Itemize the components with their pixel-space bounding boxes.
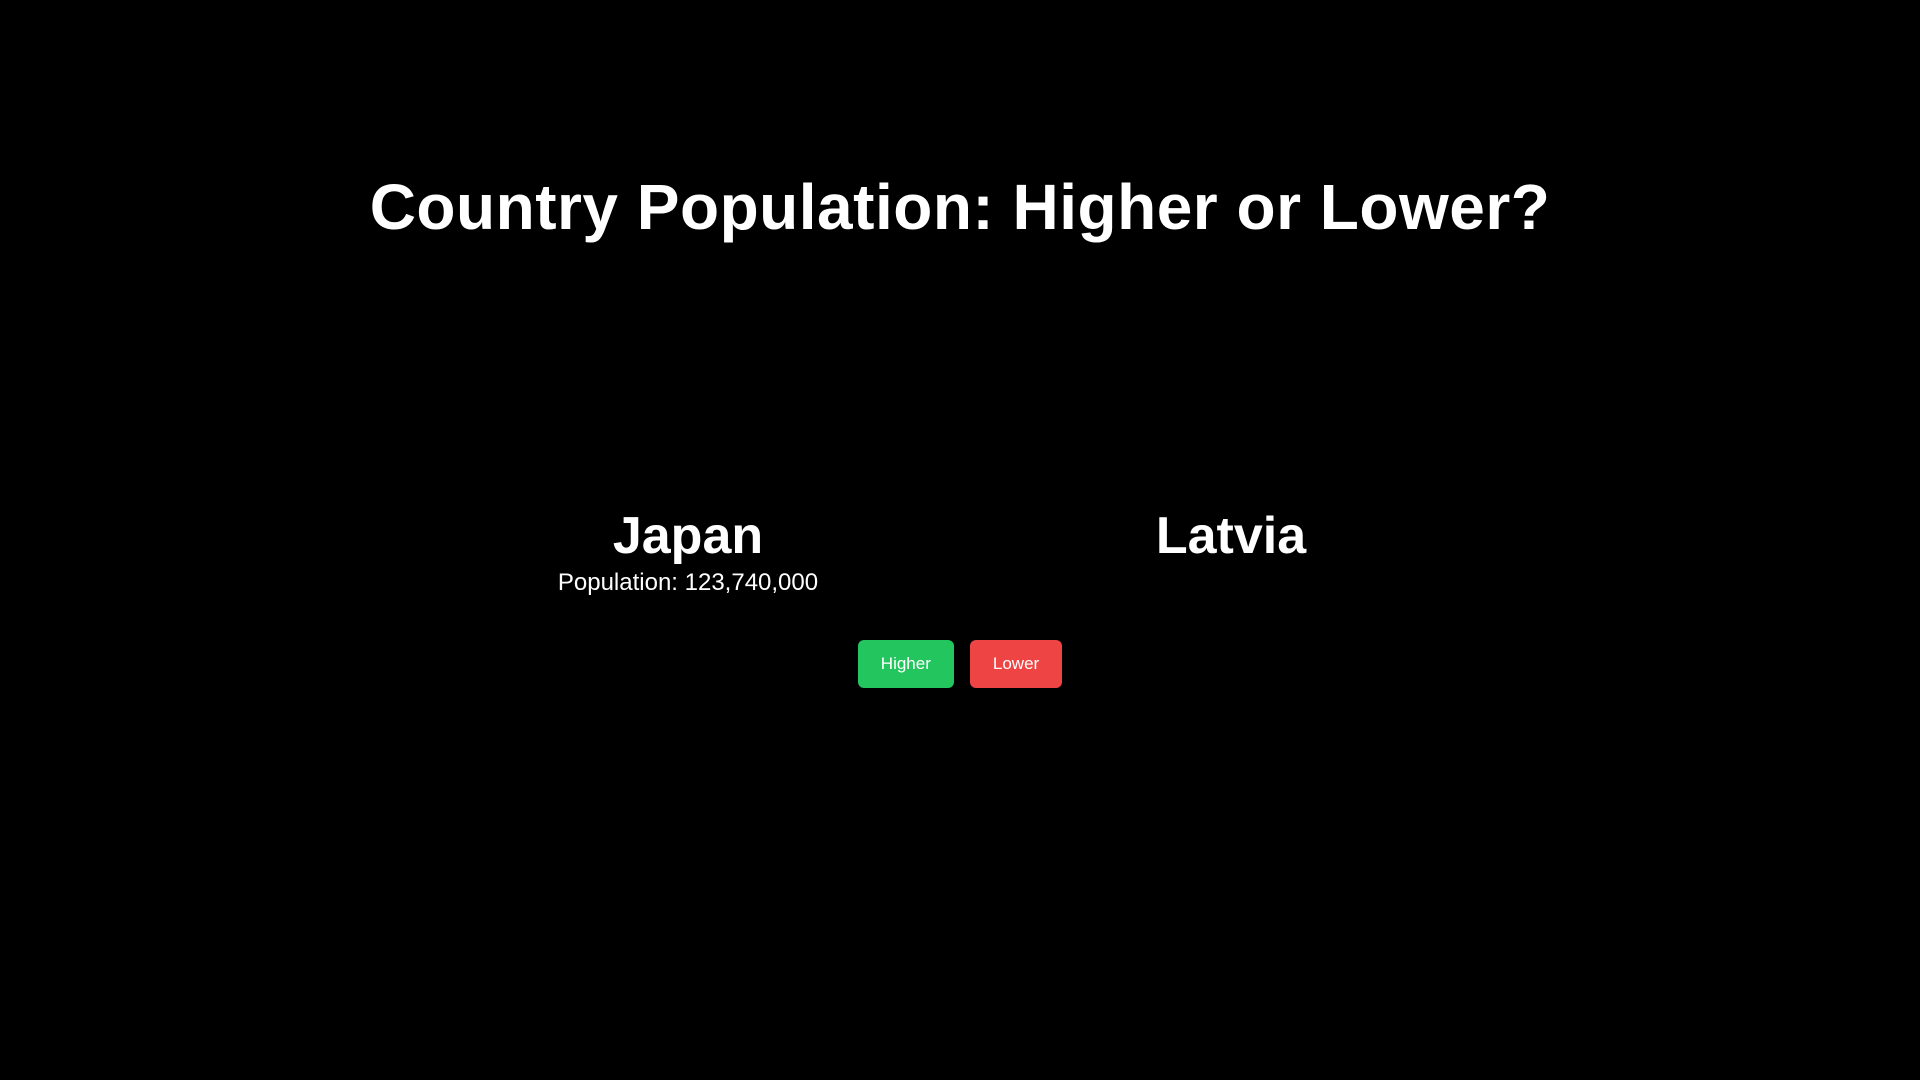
higher-button[interactable]: Higher [857, 640, 954, 688]
page-title: Country Population: Higher or Lower? [369, 171, 1551, 243]
guess-buttons: Higher Lower [0, 640, 1920, 688]
current-country-card: Japan Population: 123,740,000 [488, 504, 888, 598]
next-country-card: Latvia [1031, 504, 1431, 568]
lower-button[interactable]: Lower [969, 640, 1063, 688]
current-country-name: Japan [612, 507, 764, 565]
next-country-name: Latvia [1155, 507, 1307, 565]
current-country-population: Population: 123,740,000 [557, 569, 819, 596]
